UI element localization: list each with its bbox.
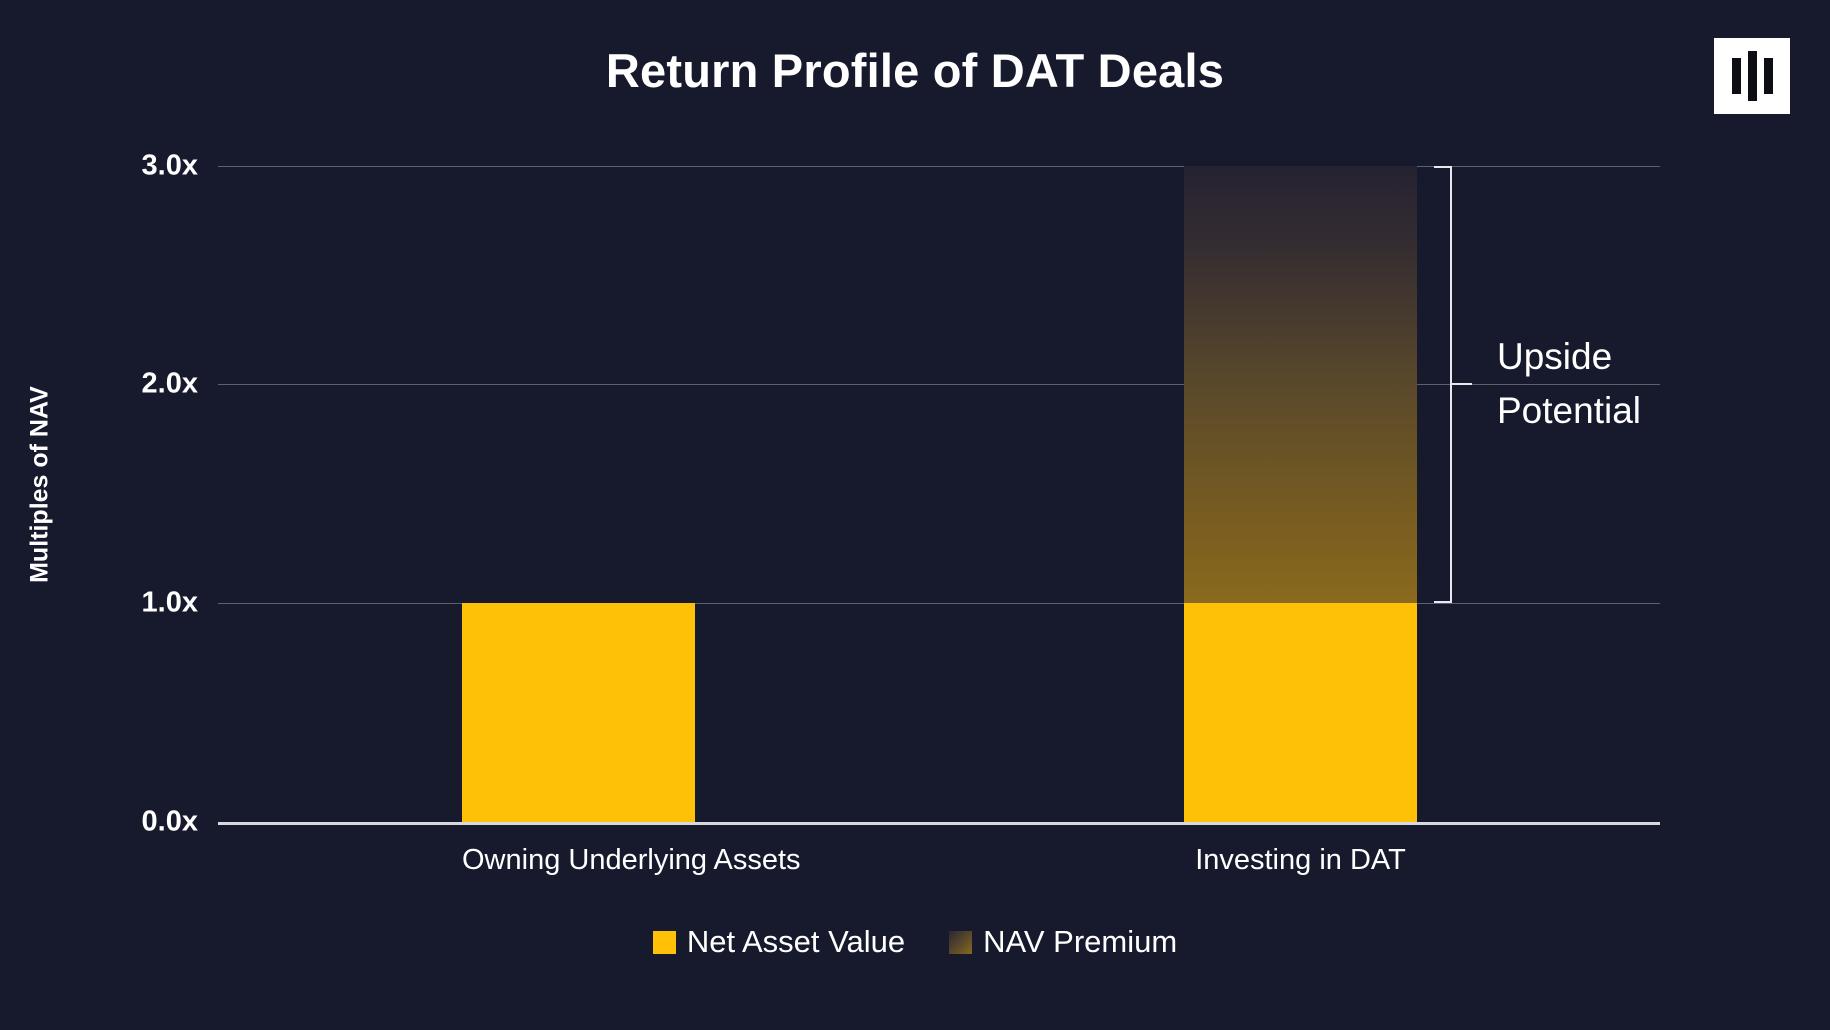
legend-swatch-icon	[949, 930, 973, 954]
y-tick-3: 3.0x	[141, 149, 198, 182]
chart-legend: Net Asset Value NAV Premium	[0, 924, 1830, 960]
gridline-2x	[218, 384, 1660, 385]
legend-swatch-icon	[652, 930, 676, 954]
bar-segment-nav-premium	[1184, 166, 1417, 603]
bar-investing-in-dat[interactable]	[1184, 166, 1417, 822]
x-tick-label-investing-in-dat: Investing in DAT	[1195, 844, 1406, 876]
bar-segment-net-asset-value	[1184, 603, 1417, 822]
page-title: Return Profile of DAT Deals	[605, 44, 1225, 97]
bar-owning-underlying-assets[interactable]	[462, 166, 695, 822]
bracket-arm-bottom	[1434, 601, 1452, 603]
x-tick-label-owning-underlying-assets: Owning Underlying Assets	[462, 844, 801, 876]
logo-bar-left	[1731, 58, 1741, 94]
logo-bar-center	[1747, 51, 1757, 101]
y-tick-2: 2.0x	[141, 367, 198, 400]
gridline-3x	[218, 166, 1660, 167]
y-tick-1: 1.0x	[141, 586, 198, 619]
three-bar-logo	[1714, 38, 1790, 114]
logo-bar-right	[1763, 58, 1773, 94]
x-axis-line	[218, 822, 1660, 825]
annotation-line-2: Potential	[1497, 390, 1641, 431]
annotation-line-1: Upside	[1497, 336, 1613, 377]
bracket-spine	[1450, 166, 1452, 603]
bracket-pointer-tick	[1452, 383, 1472, 385]
legend-label: NAV Premium	[983, 924, 1178, 959]
upside-potential-bracket	[1434, 166, 1472, 603]
plot-area: Owning Underlying Assets Investing in DA…	[218, 166, 1660, 876]
gridline-1x	[218, 603, 1660, 604]
bar-segment-net-asset-value	[462, 603, 695, 822]
legend-item-nav-premium[interactable]: NAV Premium	[949, 924, 1177, 960]
legend-item-net-asset-value[interactable]: Net Asset Value	[652, 924, 906, 960]
upside-potential-annotation: Upside Potential	[1497, 330, 1727, 438]
y-axis-tick-labels: 3.0x 2.0x 1.0x 0.0x	[68, 150, 198, 838]
y-axis-title: Multiples of NAV	[25, 386, 54, 583]
y-tick-0: 0.0x	[141, 805, 198, 838]
legend-label: Net Asset Value	[686, 924, 906, 959]
bracket-arm-top	[1434, 166, 1452, 168]
